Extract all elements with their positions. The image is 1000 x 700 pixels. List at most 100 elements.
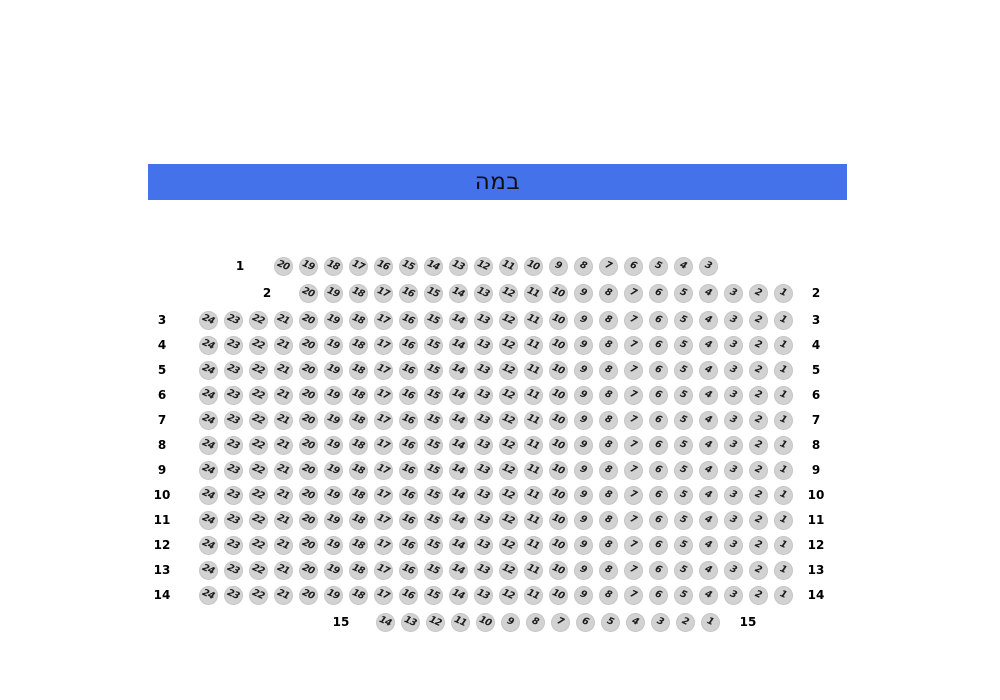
- seat-7-9[interactable]: 9: [573, 410, 593, 430]
- seat-6-1[interactable]: 1: [773, 385, 793, 405]
- seat-11-20[interactable]: 20: [298, 510, 318, 530]
- seat-11-1[interactable]: 1: [773, 510, 793, 530]
- seat-7-18[interactable]: 18: [348, 410, 368, 430]
- seat-1-19[interactable]: 19: [298, 256, 318, 276]
- seat-7-5[interactable]: 5: [673, 410, 693, 430]
- seat-2-17[interactable]: 17: [373, 283, 393, 303]
- seat-8-17[interactable]: 17: [373, 435, 393, 455]
- seat-8-22[interactable]: 22: [248, 435, 268, 455]
- seat-2-16[interactable]: 16: [398, 283, 418, 303]
- seat-13-10[interactable]: 10: [548, 560, 568, 580]
- seat-9-13[interactable]: 13: [473, 460, 493, 480]
- seat-8-16[interactable]: 16: [398, 435, 418, 455]
- seat-5-18[interactable]: 18: [348, 360, 368, 380]
- seat-11-17[interactable]: 17: [373, 510, 393, 530]
- seat-5-8[interactable]: 8: [598, 360, 618, 380]
- seat-6-11[interactable]: 11: [523, 385, 543, 405]
- seat-9-3[interactable]: 3: [723, 460, 743, 480]
- seat-3-9[interactable]: 9: [573, 310, 593, 330]
- seat-6-5[interactable]: 5: [673, 385, 693, 405]
- seat-14-2[interactable]: 2: [748, 585, 768, 605]
- seat-11-8[interactable]: 8: [598, 510, 618, 530]
- seat-12-1[interactable]: 1: [773, 535, 793, 555]
- seat-1-18[interactable]: 18: [323, 256, 343, 276]
- seat-8-1[interactable]: 1: [773, 435, 793, 455]
- seat-11-14[interactable]: 14: [448, 510, 468, 530]
- seat-12-20[interactable]: 20: [298, 535, 318, 555]
- seat-10-18[interactable]: 18: [348, 485, 368, 505]
- seat-7-23[interactable]: 23: [223, 410, 243, 430]
- seat-3-11[interactable]: 11: [523, 310, 543, 330]
- seat-8-2[interactable]: 2: [748, 435, 768, 455]
- seat-8-5[interactable]: 5: [673, 435, 693, 455]
- seat-9-7[interactable]: 7: [623, 460, 643, 480]
- seat-10-9[interactable]: 9: [573, 485, 593, 505]
- seat-7-21[interactable]: 21: [273, 410, 293, 430]
- seat-12-2[interactable]: 2: [748, 535, 768, 555]
- seat-10-6[interactable]: 6: [648, 485, 668, 505]
- seat-4-3[interactable]: 3: [723, 335, 743, 355]
- seat-14-9[interactable]: 9: [573, 585, 593, 605]
- seat-12-9[interactable]: 9: [573, 535, 593, 555]
- seat-11-15[interactable]: 15: [423, 510, 443, 530]
- seat-14-4[interactable]: 4: [698, 585, 718, 605]
- seat-14-16[interactable]: 16: [398, 585, 418, 605]
- seat-11-19[interactable]: 19: [323, 510, 343, 530]
- seat-12-18[interactable]: 18: [348, 535, 368, 555]
- seat-6-15[interactable]: 15: [423, 385, 443, 405]
- seat-7-3[interactable]: 3: [723, 410, 743, 430]
- seat-12-22[interactable]: 22: [248, 535, 268, 555]
- seat-11-11[interactable]: 11: [523, 510, 543, 530]
- seat-15-13[interactable]: 13: [400, 612, 420, 632]
- seat-12-4[interactable]: 4: [698, 535, 718, 555]
- seat-13-6[interactable]: 6: [648, 560, 668, 580]
- seat-6-20[interactable]: 20: [298, 385, 318, 405]
- seat-9-2[interactable]: 2: [748, 460, 768, 480]
- seat-3-16[interactable]: 16: [398, 310, 418, 330]
- seat-15-11[interactable]: 11: [450, 612, 470, 632]
- seat-10-17[interactable]: 17: [373, 485, 393, 505]
- seat-15-1[interactable]: 1: [700, 612, 720, 632]
- seat-1-8[interactable]: 8: [573, 256, 593, 276]
- seat-10-24[interactable]: 24: [198, 485, 218, 505]
- seat-15-10[interactable]: 10: [475, 612, 495, 632]
- seat-8-24[interactable]: 24: [198, 435, 218, 455]
- seat-7-14[interactable]: 14: [448, 410, 468, 430]
- seat-8-20[interactable]: 20: [298, 435, 318, 455]
- seat-12-8[interactable]: 8: [598, 535, 618, 555]
- seat-10-12[interactable]: 12: [498, 485, 518, 505]
- seat-11-5[interactable]: 5: [673, 510, 693, 530]
- seat-7-22[interactable]: 22: [248, 410, 268, 430]
- seat-12-19[interactable]: 19: [323, 535, 343, 555]
- seat-1-15[interactable]: 15: [398, 256, 418, 276]
- seat-9-4[interactable]: 4: [698, 460, 718, 480]
- seat-6-2[interactable]: 2: [748, 385, 768, 405]
- seat-5-1[interactable]: 1: [773, 360, 793, 380]
- seat-12-24[interactable]: 24: [198, 535, 218, 555]
- seat-9-16[interactable]: 16: [398, 460, 418, 480]
- seat-5-24[interactable]: 24: [198, 360, 218, 380]
- seat-2-19[interactable]: 19: [323, 283, 343, 303]
- seat-3-19[interactable]: 19: [323, 310, 343, 330]
- seat-13-23[interactable]: 23: [223, 560, 243, 580]
- seat-3-23[interactable]: 23: [223, 310, 243, 330]
- seat-11-16[interactable]: 16: [398, 510, 418, 530]
- seat-15-9[interactable]: 9: [500, 612, 520, 632]
- seat-3-14[interactable]: 14: [448, 310, 468, 330]
- seat-14-23[interactable]: 23: [223, 585, 243, 605]
- seat-8-13[interactable]: 13: [473, 435, 493, 455]
- seat-2-20[interactable]: 20: [298, 283, 318, 303]
- seat-7-7[interactable]: 7: [623, 410, 643, 430]
- seat-1-3[interactable]: 3: [698, 256, 718, 276]
- seat-5-13[interactable]: 13: [473, 360, 493, 380]
- seat-4-2[interactable]: 2: [748, 335, 768, 355]
- seat-8-9[interactable]: 9: [573, 435, 593, 455]
- seat-4-1[interactable]: 1: [773, 335, 793, 355]
- seat-7-13[interactable]: 13: [473, 410, 493, 430]
- seat-11-9[interactable]: 9: [573, 510, 593, 530]
- seat-13-4[interactable]: 4: [698, 560, 718, 580]
- seat-12-17[interactable]: 17: [373, 535, 393, 555]
- seat-4-14[interactable]: 14: [448, 335, 468, 355]
- seat-6-23[interactable]: 23: [223, 385, 243, 405]
- seat-9-5[interactable]: 5: [673, 460, 693, 480]
